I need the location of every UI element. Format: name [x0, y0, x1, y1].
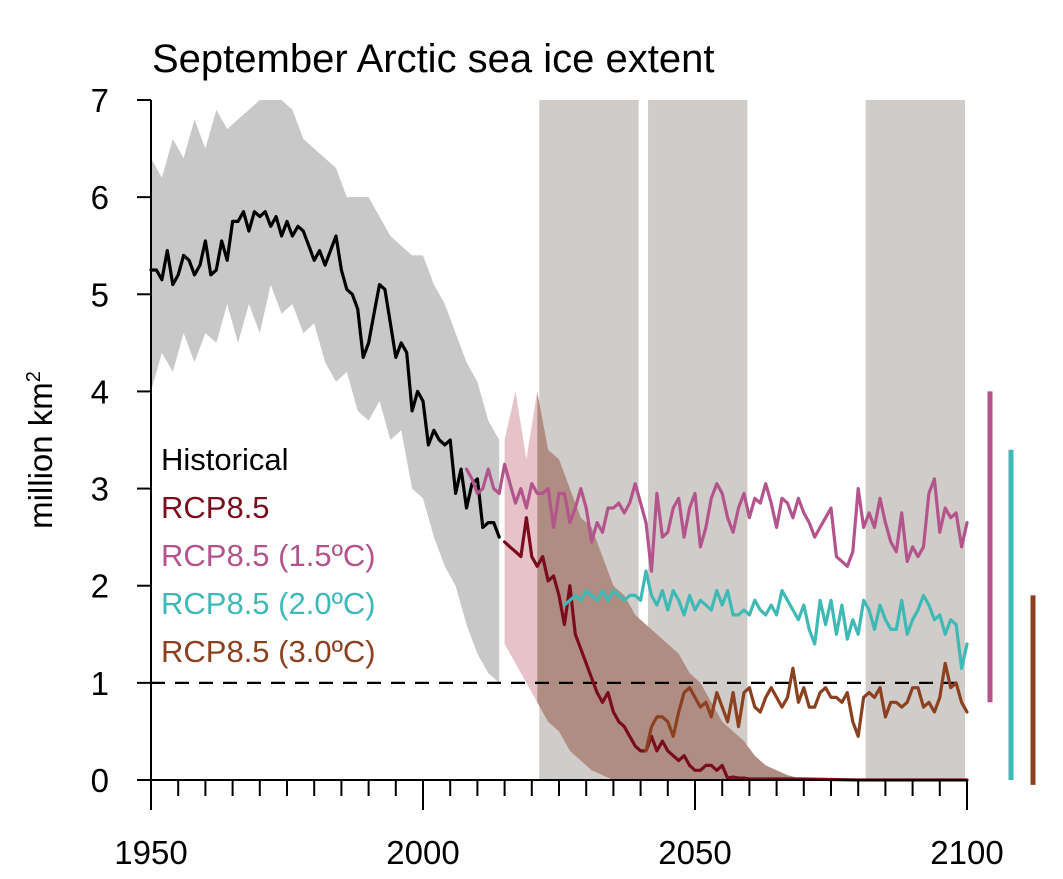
x-tick-label-2000: 2000: [386, 834, 459, 871]
x-tick-label-1950: 1950: [114, 834, 187, 871]
shaded-periods: [539, 100, 965, 780]
series-line-historical: [149, 210, 501, 539]
legend-entry-rcp8-5-1-5-c: RCP8.5 (1.5ºC): [161, 538, 376, 573]
series-line-rcp8-5-2-0-c: [562, 569, 969, 670]
historical-range-band: [151, 100, 500, 683]
y-tick-label-5: 5: [91, 276, 109, 313]
y-tick-label-6: 6: [91, 179, 109, 216]
series-line-rcp8-5: [503, 516, 969, 782]
series-line-rcp8-5-1-5-c: [464, 462, 969, 573]
y-tick-label-7: 7: [91, 82, 109, 119]
y-axis-label: million km2: [22, 371, 59, 529]
legend-entry-rcp8-5: RCP8.5: [161, 490, 270, 525]
range-bars: [987, 391, 1036, 785]
legend: Historical RCP8.5 RCP8.5 (1.5ºC) RCP8.5 (2.…: [161, 442, 376, 669]
y-tick-label-2: 2: [91, 568, 109, 605]
axes: 0 1 2 3 4 5 6 7 1950 2000 2050 2100: [91, 82, 1004, 871]
legend-entry-rcp8-5-2-0-c: RCP8.5 (2.0ºC): [161, 586, 376, 621]
y-axis-label-superscript: 2: [23, 371, 45, 382]
legend-entry-historical: Historical: [161, 442, 288, 477]
series-lines: [149, 210, 969, 782]
x-tick-label-2050: 2050: [658, 834, 731, 871]
chart-title: September Arctic sea ice extent: [152, 37, 715, 81]
shaded-period-2081-2100: [865, 100, 965, 780]
series-line-rcp8-5-3-0-c: [644, 661, 969, 753]
y-tick-label-0: 0: [91, 762, 109, 799]
y-axis-label-text: million km: [22, 382, 59, 529]
legend-entry-rcp8-5-3-0-c: RCP8.5 (3.0ºC): [161, 634, 376, 669]
y-tick-label-1: 1: [91, 665, 109, 702]
x-tick-label-2100: 2100: [930, 834, 1003, 871]
y-tick-label-4: 4: [91, 373, 109, 410]
y-tick-label-3: 3: [91, 471, 109, 508]
rcp85-range-band: [537, 391, 799, 780]
